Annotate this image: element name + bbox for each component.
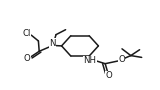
Text: N: N	[50, 39, 56, 48]
Text: NH: NH	[84, 57, 96, 66]
Text: O: O	[105, 71, 112, 80]
Text: Cl: Cl	[22, 29, 31, 38]
Text: O: O	[118, 55, 125, 64]
Text: O: O	[24, 54, 30, 63]
